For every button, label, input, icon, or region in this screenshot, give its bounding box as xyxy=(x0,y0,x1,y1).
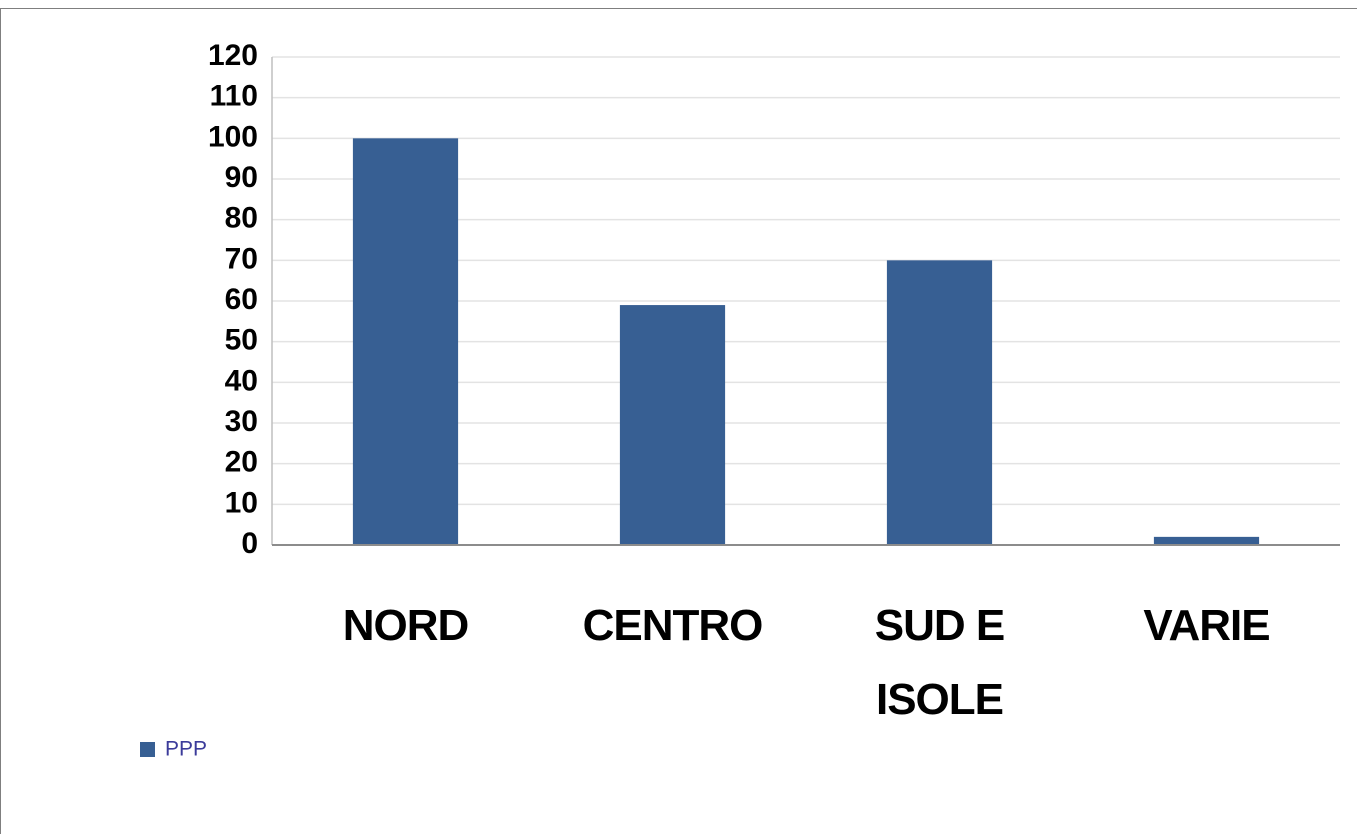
x-tick-label: VARIE xyxy=(1143,601,1270,650)
legend-label: PPP xyxy=(165,738,207,761)
y-tick-label: 20 xyxy=(225,446,258,479)
x-tick-label: CENTRO xyxy=(582,601,764,650)
bar xyxy=(619,305,726,545)
y-tick-label: 110 xyxy=(210,80,258,113)
x-tick-label: SUD E ISOLE xyxy=(874,601,1005,724)
y-tick-label: 50 xyxy=(225,324,258,357)
y-tick-label: 80 xyxy=(225,202,258,235)
y-tick-label: 90 xyxy=(225,161,258,194)
bar xyxy=(886,260,993,545)
y-tick-label: 10 xyxy=(225,486,258,519)
x-tick-label: NORD xyxy=(342,601,470,650)
bar xyxy=(1153,536,1260,545)
legend-swatch xyxy=(140,742,155,757)
y-tick-label: 0 xyxy=(241,527,258,560)
y-tick-label: 30 xyxy=(225,405,258,438)
y-tick-label: 120 xyxy=(208,39,258,72)
bar xyxy=(352,138,459,546)
y-tick-label: 60 xyxy=(225,283,258,316)
chart-border xyxy=(0,8,1357,834)
y-tick-label: 70 xyxy=(225,242,258,275)
y-tick-label: 100 xyxy=(208,120,258,153)
y-tick-label: 40 xyxy=(225,364,258,397)
